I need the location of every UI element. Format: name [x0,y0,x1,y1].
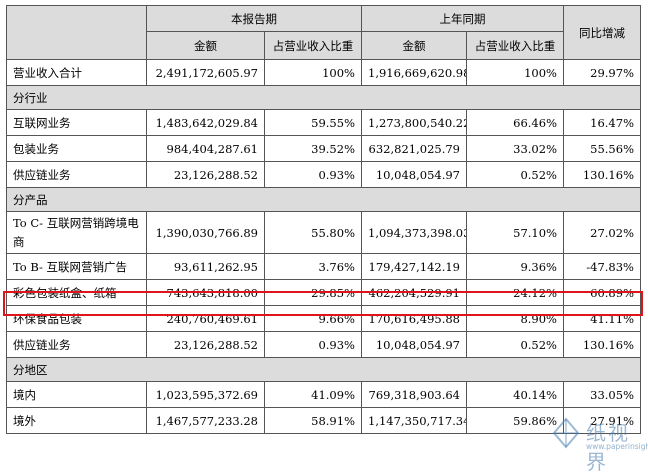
table-row: To C- 互联网营销跨境电商 1,390,030,766.89 55.80% 1,0… [6,211,641,254]
prior-share-cell: 100% [466,59,564,86]
prior-share-cell: 59.86% [466,407,564,434]
header-prev-amount: 金额 [361,31,467,60]
prior-amount-cell: 1,147,350,717.34 [361,407,467,434]
prior-amount-cell: 10,048,054.97 [361,331,467,358]
row-label: 供应链业务 [6,161,147,188]
section-label: 分地区 [6,357,641,382]
prior-share-cell: 33.02% [466,135,564,162]
row-label: 境外 [6,407,147,434]
revenue-breakdown-table: 本报告期 上年同期 同比增减 金额 占营业收入比重 金额 占营业收入比重 营业收… [6,5,641,434]
header-prior-period: 上年同期 [361,5,564,32]
prior-share-cell: 66.46% [466,109,564,136]
table-row: 营业收入合计 2,491,172,605.97 100% 1,916,669,620.… [6,59,641,86]
watermark: 纸视界 www.paperinsight.net [550,415,648,474]
header-current-period: 本报告期 [146,5,362,32]
current-share-cell: 41.09% [264,381,362,408]
yoy-change-cell: 130.16% [563,331,641,358]
prior-amount-cell: 1,273,800,540.22 [361,109,467,136]
prior-share-cell: 0.52% [466,161,564,188]
yoy-change-cell: -47.83% [563,253,641,280]
current-amount-cell: 1,467,577,233.28 [146,407,265,434]
prior-share-cell: 40.14% [466,381,564,408]
prior-share-cell: 9.36% [466,253,564,280]
header-yoy-change: 同比增减 [563,5,641,60]
row-label: 营业收入合计 [6,59,147,86]
current-share-cell: 39.52% [264,135,362,162]
current-share-cell: 9.66% [264,305,362,332]
table-row: 供应链业务 23,126,288.52 0.93% 10,048,054.97 0.52… [6,331,641,358]
watermark-url: www.paperinsight.net [586,442,648,451]
row-label: 境内 [6,381,147,408]
current-share-cell: 100% [264,59,362,86]
table-body: 营业收入合计 2,491,172,605.97 100% 1,916,669,620.… [6,59,641,434]
table-row: 境外 1,467,577,233.28 58.91% 1,147,350,717.34… [6,407,641,434]
prior-share-cell: 0.52% [466,331,564,358]
table-row: To B- 互联网营销广告 93,611,262.95 3.76% 179,427,1… [6,253,641,280]
yoy-change-cell: 29.97% [563,59,641,86]
yoy-change-cell: 16.47% [563,109,641,136]
table-row: 境内 1,023,595,372.69 41.09% 769,318,903.64 40… [6,381,641,408]
current-amount-cell: 984,404,287.61 [146,135,265,162]
section-label: 分行业 [6,85,641,110]
prior-amount-cell: 179,427,142.19 [361,253,467,280]
prior-amount-cell: 769,318,903.64 [361,381,467,408]
current-amount-cell: 1,483,642,029.84 [146,109,265,136]
section-row: 分产品 [6,187,641,212]
current-amount-cell: 23,126,288.52 [146,331,265,358]
row-label: 互联网业务 [6,109,147,136]
current-share-cell: 0.93% [264,331,362,358]
current-share-cell: 55.80% [264,211,362,254]
yoy-change-cell: 55.56% [563,135,641,162]
yoy-change-cell: 27.02% [563,211,641,254]
current-share-cell: 59.55% [264,109,362,136]
current-share-cell: 58.91% [264,407,362,434]
highlight-box [3,291,643,316]
current-amount-cell: 93,611,262.95 [146,253,265,280]
header-prev-share: 占营业收入比重 [466,31,564,60]
current-share-cell: 3.76% [264,253,362,280]
yoy-change-cell: 33.05% [563,381,641,408]
current-amount-cell: 1,023,595,372.69 [146,381,265,408]
section-row: 分行业 [6,85,641,110]
prior-amount-cell: 1,094,373,398.03 [361,211,467,254]
current-amount-cell: 2,491,172,605.97 [146,59,265,86]
prior-amount-cell: 10,048,054.97 [361,161,467,188]
section-label: 分产品 [6,187,641,212]
table-row: 包装业务 984,404,287.61 39.52% 632,821,025.79 33… [6,135,641,162]
header-cur-amount: 金额 [146,31,265,60]
row-label: To B- 互联网营销广告 [6,253,147,280]
current-share-cell: 0.93% [264,161,362,188]
header-blank [6,5,147,60]
row-label: 供应链业务 [6,331,147,358]
yoy-change-cell: 130.16% [563,161,641,188]
row-label: 包装业务 [6,135,147,162]
prior-amount-cell: 632,821,025.79 [361,135,467,162]
prior-amount-cell: 1,916,669,620.98 [361,59,467,86]
prior-share-cell: 57.10% [466,211,564,254]
yoy-change-cell: 27.91% [563,407,641,434]
row-label: To C- 互联网营销跨境电商 [6,211,147,254]
current-amount-cell: 1,390,030,766.89 [146,211,265,254]
paper-fold-icon [552,417,580,449]
current-amount-cell: 23,126,288.52 [146,161,265,188]
table-row: 供应链业务 23,126,288.52 0.93% 10,048,054.97 0.52… [6,161,641,188]
section-row: 分地区 [6,357,641,382]
table-row: 互联网业务 1,483,642,029.84 59.55% 1,273,800,540… [6,109,641,136]
header-cur-share: 占营业收入比重 [264,31,362,60]
